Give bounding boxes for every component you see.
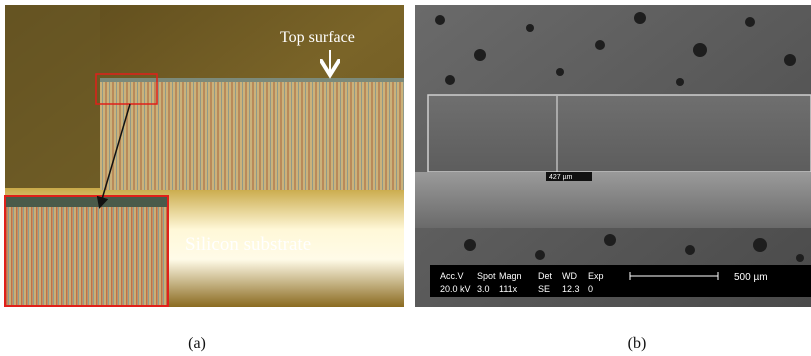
info-text: Magn xyxy=(499,271,522,281)
panel-label: (a) xyxy=(188,335,206,352)
figure: Top surface Silicon substrate 427 µm Acc… xyxy=(0,0,811,356)
info-values: 20.0 kV 3.0 111x SE 12.3 0 xyxy=(440,284,593,294)
info-text: Det xyxy=(538,271,553,281)
info-text: 12.3 xyxy=(562,284,580,294)
info-text: 0 xyxy=(588,284,593,294)
info-text: 20.0 kV xyxy=(440,284,471,294)
shadow xyxy=(5,5,100,205)
info-text: WD xyxy=(562,271,577,281)
panel-label: (b) xyxy=(628,335,647,352)
annotation: Silicon substrate xyxy=(185,234,311,255)
film-cross-section xyxy=(100,78,404,190)
info-text: 3.0 xyxy=(477,284,490,294)
info-text: Spot xyxy=(477,271,496,281)
info-text: SE xyxy=(538,284,550,294)
film-top-edge xyxy=(100,78,404,82)
scale-bar-label: 500 µm xyxy=(734,272,768,283)
measurement-label: 427 µm xyxy=(549,174,573,181)
info-text: 111x xyxy=(499,284,518,294)
inset xyxy=(5,196,168,306)
info-text: Exp xyxy=(588,271,604,281)
info-text: Acc.V xyxy=(440,271,464,281)
panel-a: Top surface Silicon substrate xyxy=(5,5,404,307)
inset-top xyxy=(6,197,167,207)
annotation: Top surface xyxy=(280,29,355,46)
film-cross-section xyxy=(428,95,811,172)
substrate xyxy=(415,172,811,228)
